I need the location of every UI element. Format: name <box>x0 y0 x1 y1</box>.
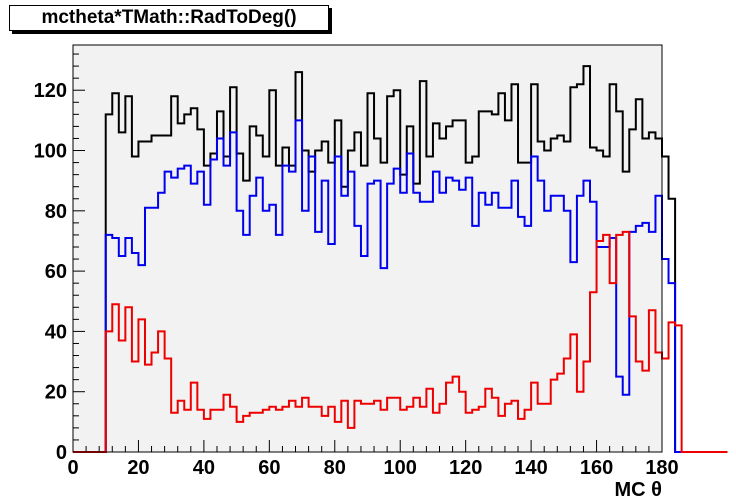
x-tick-label: 160 <box>580 457 613 479</box>
series-layer <box>73 65 728 453</box>
chart-title: mctheta*TMath::RadToDeg() <box>41 7 297 28</box>
x-tick-label: 40 <box>193 457 215 479</box>
x-tick-label: 20 <box>127 457 149 479</box>
x-tick-label: 100 <box>384 457 417 479</box>
y-tick-label: 0 <box>56 442 67 464</box>
x-tick-label: 120 <box>449 457 482 479</box>
y-tick-label: 120 <box>34 80 67 102</box>
series-line-1 <box>73 65 728 453</box>
y-tick-label: 60 <box>45 261 67 283</box>
y-tick-label: 100 <box>34 141 67 163</box>
y-tick-label: 40 <box>45 321 67 343</box>
chart-title-box: mctheta*TMath::RadToDeg() <box>9 5 329 31</box>
x-tick-label: 180 <box>645 457 678 479</box>
x-axis-title: MC θ <box>615 479 662 501</box>
x-tick-label: 0 <box>67 457 78 479</box>
x-tick-label: 60 <box>258 457 280 479</box>
y-tick-label: 20 <box>45 382 67 404</box>
x-tick-label: 80 <box>324 457 346 479</box>
y-tick-label: 80 <box>45 201 67 223</box>
x-tick-label: 140 <box>514 457 547 479</box>
series-line-2 <box>73 119 728 453</box>
axes-layer: 0 20 40 60 80 100 120 140 160 180 0 20 40 60 80 100 120 <box>34 53 679 479</box>
plot-frame-border <box>72 44 663 453</box>
series-line-3 <box>73 230 728 453</box>
